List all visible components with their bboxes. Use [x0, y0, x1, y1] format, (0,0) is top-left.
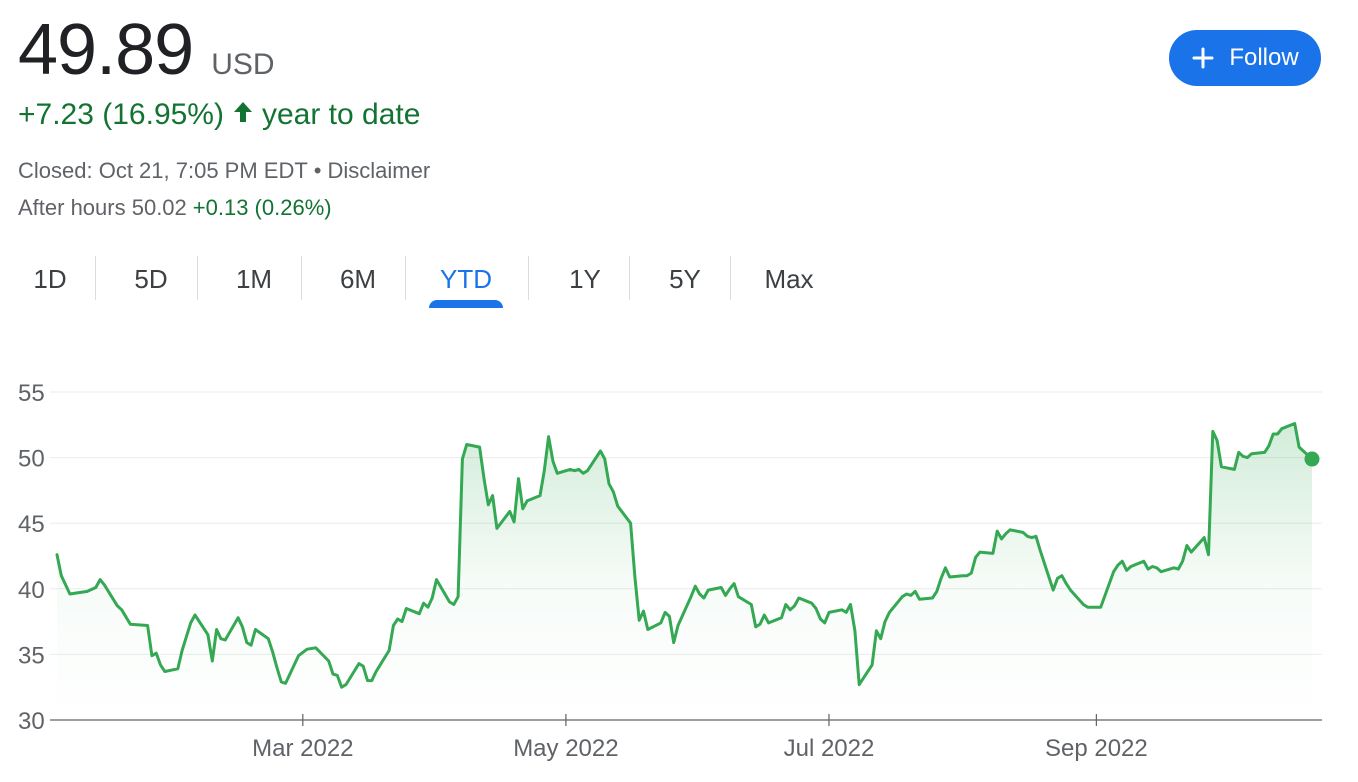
tab-divider: [629, 256, 630, 300]
after-hours-price: After hours 50.02: [18, 195, 187, 220]
after-hours-change: +0.13 (0.26%): [192, 195, 332, 220]
price-header: 49.89 USD: [18, 8, 275, 92]
plus-icon: [1191, 46, 1215, 70]
y-tick-label: 40: [18, 577, 45, 604]
active-tab-indicator: [429, 300, 503, 308]
change-period: year to date: [261, 98, 421, 131]
currency-label: USD: [211, 48, 275, 81]
tab-ytd[interactable]: YTD: [440, 263, 492, 294]
price-chart: 30 35 40 45 50 55 Mar 2022 May 2022 Jul 2022 Sep …: [18, 380, 1322, 762]
tab-divider: [730, 256, 731, 300]
tab-1y[interactable]: 1Y: [569, 263, 601, 294]
separator-dot: •: [313, 158, 322, 183]
x-tick-label: Jul 2022: [784, 735, 875, 762]
last-price-point: [1304, 451, 1320, 467]
after-hours: After hours 50.02 +0.13 (0.26%): [18, 195, 332, 221]
y-tick-label: 30: [18, 708, 45, 735]
tab-divider: [95, 256, 96, 300]
y-tick-label: 45: [18, 511, 45, 538]
y-tick-label: 35: [18, 642, 45, 669]
tab-divider: [528, 256, 529, 300]
tab-max[interactable]: Max: [764, 263, 814, 294]
y-tick-label: 50: [18, 446, 45, 473]
tab-6m[interactable]: 6M: [339, 263, 377, 294]
tab-divider: [197, 256, 198, 300]
current-price: 49.89: [18, 10, 194, 90]
price-line: [55, 422, 1314, 689]
change-value: +7.23 (16.95%): [18, 98, 224, 131]
x-tick-label: Mar 2022: [252, 735, 353, 762]
follow-label: Follow: [1229, 44, 1299, 71]
price-area: [57, 423, 1312, 720]
arrow-up-icon: [232, 98, 254, 132]
tab-1d[interactable]: 1D: [33, 263, 67, 294]
x-tick-label: May 2022: [513, 735, 618, 762]
tab-5y[interactable]: 5Y: [669, 263, 701, 294]
follow-button[interactable]: Follow: [1169, 30, 1321, 86]
tab-5d[interactable]: 5D: [134, 263, 168, 294]
tab-divider: [405, 256, 406, 300]
price-change: +7.23 (16.95%) year to date: [18, 98, 420, 132]
tab-divider: [301, 256, 302, 300]
tab-1m[interactable]: 1M: [235, 263, 273, 294]
closed-time: Closed: Oct 21, 7:05 PM EDT: [18, 158, 308, 183]
disclaimer-link[interactable]: Disclaimer: [327, 158, 431, 183]
y-tick-label: 55: [18, 380, 45, 407]
x-tick-label: Sep 2022: [1045, 735, 1148, 762]
market-status: Closed: Oct 21, 7:05 PM EDT • Disclaimer: [18, 158, 430, 184]
